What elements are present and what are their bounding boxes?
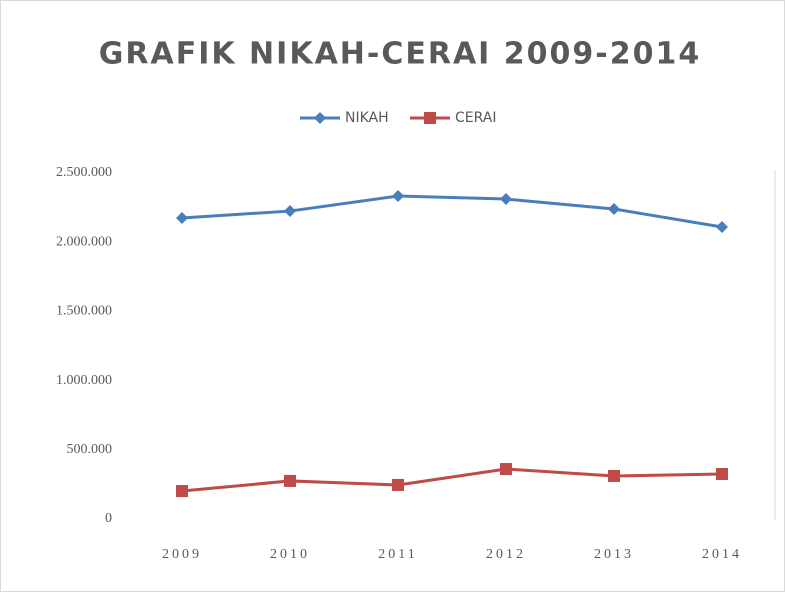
- y-tick-label: 500.000: [67, 442, 113, 457]
- marker: [500, 463, 512, 476]
- marker: [392, 189, 404, 202]
- x-tick-label: 2011: [378, 547, 417, 562]
- marker: [500, 193, 512, 206]
- legend-label: CERAI: [455, 110, 497, 126]
- marker: [284, 205, 296, 218]
- x-tick-label: 2009: [162, 547, 202, 562]
- y-tick-label: 2.000.000: [56, 234, 112, 249]
- x-tick-label: 2014: [702, 547, 742, 562]
- y-tick-label: 1.000.000: [56, 373, 112, 388]
- marker: [176, 211, 188, 224]
- x-tick-label: 2012: [486, 547, 526, 562]
- marker: [716, 220, 728, 233]
- series-line: [181, 194, 723, 229]
- marker: [284, 474, 296, 487]
- marker: [608, 469, 620, 482]
- marker: [716, 468, 728, 481]
- marker: [392, 478, 404, 491]
- y-tick-label: 2.500.000: [56, 165, 112, 180]
- chart-title: GRAFIK NIKAH-CERAI 2009-2014: [99, 37, 701, 72]
- marker: [176, 485, 188, 498]
- y-tick-label: 1.500.000: [56, 304, 112, 319]
- marker: [424, 112, 436, 124]
- x-tick-label: 2013: [594, 547, 634, 562]
- x-tick-label: 2010: [270, 547, 310, 562]
- marker: [608, 202, 620, 215]
- series-line: [181, 467, 723, 493]
- marker: [314, 112, 326, 124]
- y-tick-label: 0: [105, 511, 112, 526]
- legend-label: NIKAH: [345, 110, 389, 126]
